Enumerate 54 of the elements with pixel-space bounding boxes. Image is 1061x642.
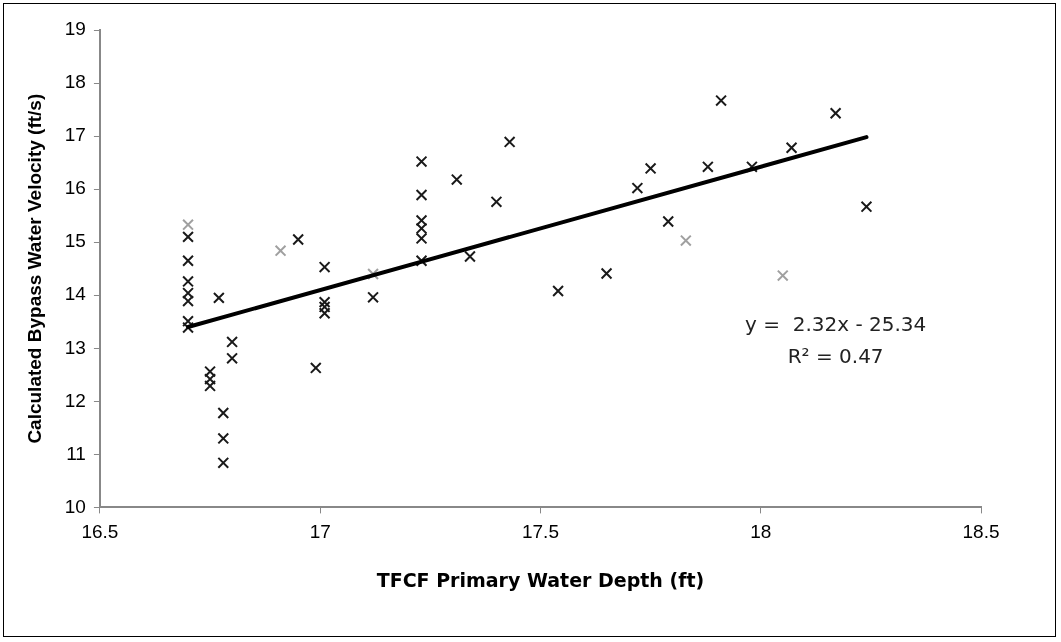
point: [450, 173, 463, 186]
y-tick-label: 14: [64, 283, 87, 305]
point: [309, 361, 322, 374]
point: [644, 162, 657, 175]
x-tick-label: 18.5: [962, 521, 1000, 543]
point: [217, 407, 230, 419]
point: [226, 335, 239, 348]
point: [631, 182, 644, 195]
point: [464, 250, 476, 263]
x-tick-label: 17: [309, 521, 331, 543]
point: [745, 160, 758, 173]
y-tick-label: 12: [64, 389, 86, 411]
y-tick-label: 13: [64, 336, 86, 358]
annotation: R² = 0.47: [787, 344, 884, 369]
x-tick-label: 18: [750, 521, 772, 543]
y-axis-title: Calculated Bypass Water Velocity (ft/s): [23, 93, 45, 444]
point: [503, 135, 516, 148]
point: [182, 218, 194, 231]
point: [182, 230, 194, 243]
point: [367, 268, 380, 280]
point: [600, 267, 613, 280]
y-tick-label: 17: [64, 124, 86, 146]
point: [679, 234, 692, 247]
point: [552, 285, 565, 297]
y-tick-label: 18: [64, 71, 86, 93]
point: [776, 269, 789, 282]
point: [701, 160, 714, 173]
y-tick-label: 15: [64, 230, 86, 252]
point: [274, 244, 287, 257]
annotation: y = 2.32x - 25.34: [745, 312, 927, 337]
y-tick-label: 10: [64, 495, 86, 517]
point: [715, 94, 728, 107]
x-tick-label: 16.5: [81, 521, 119, 543]
point: [182, 254, 194, 267]
point: [226, 352, 239, 365]
point: [662, 215, 675, 228]
point: [212, 291, 225, 304]
point: [318, 261, 331, 274]
point: [367, 291, 380, 304]
point: [785, 141, 798, 154]
point: [860, 200, 873, 213]
point: [415, 155, 428, 168]
y-tick-label: 19: [64, 18, 86, 40]
point: [292, 233, 305, 246]
point: [217, 432, 230, 445]
y-tick-label: 16: [64, 177, 86, 199]
x-tick-label: 17.5: [521, 521, 559, 543]
point: [829, 107, 842, 120]
point: [490, 195, 503, 208]
x-axis-title: TFCF Primary Water Depth (ft): [376, 568, 705, 591]
point: [415, 189, 428, 201]
y-tick-label: 11: [66, 442, 86, 464]
point: [415, 254, 428, 267]
point: [217, 456, 230, 469]
